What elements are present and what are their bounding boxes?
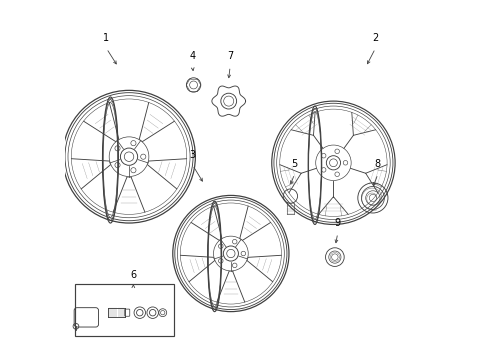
- Text: 1: 1: [103, 33, 109, 43]
- Text: 6: 6: [130, 270, 136, 280]
- Text: 7: 7: [226, 51, 233, 61]
- Text: 9: 9: [334, 218, 340, 228]
- Bar: [75, 284, 174, 336]
- Text: 3: 3: [189, 150, 195, 160]
- Text: 8: 8: [374, 159, 380, 169]
- Text: 5: 5: [291, 159, 297, 169]
- Text: 2: 2: [371, 33, 378, 43]
- Text: 4: 4: [189, 51, 195, 61]
